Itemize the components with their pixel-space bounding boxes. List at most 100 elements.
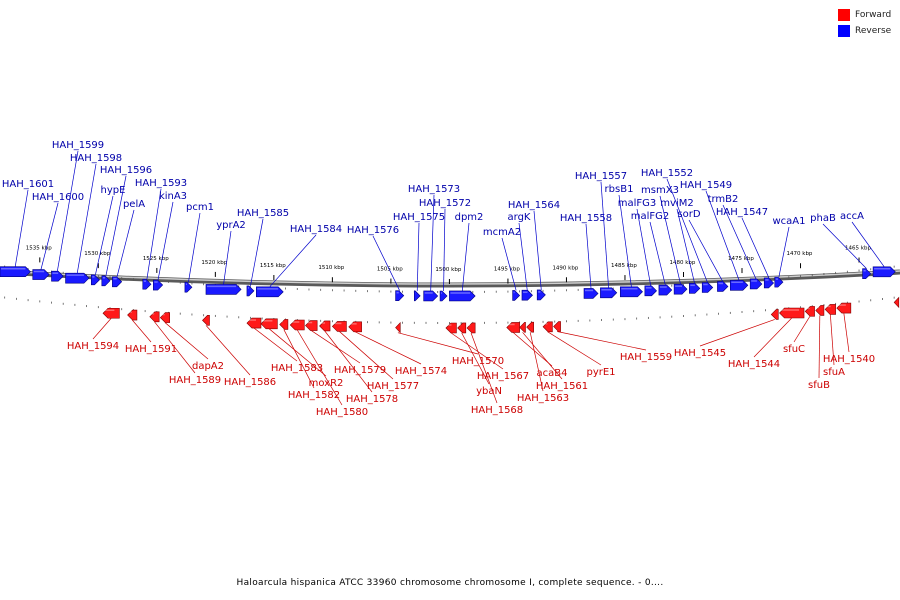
- forward-gene-hah-1563[interactable]: [526, 321, 534, 333]
- reverse-gene-hah-1575[interactable]: [414, 290, 421, 302]
- reverse-gene-hah-1576[interactable]: [395, 290, 405, 301]
- gene-label-leader: [355, 331, 422, 365]
- reverse-gene-rbsb1[interactable]: [619, 286, 643, 298]
- reverse-gene-hah-1573[interactable]: [423, 290, 439, 302]
- gene-label-leader: [753, 317, 792, 358]
- reverse-gene-mvim2[interactable]: [689, 283, 701, 294]
- forward-gene-hah-1586[interactable]: [202, 315, 210, 326]
- reverse-swatch-icon: [838, 25, 850, 37]
- gene-label-hah-1572: HAH_1572: [419, 198, 471, 209]
- reverse-gene-ypra2[interactable]: [205, 284, 242, 295]
- reverse-gene-hah-1596[interactable]: [101, 275, 111, 287]
- reverse-gene-hah-1598[interactable]: [65, 272, 90, 284]
- forward-gene-pyre1[interactable]: [542, 321, 553, 333]
- reverse-gene-malfg2[interactable]: [658, 284, 673, 296]
- reverse-gene-phab[interactable]: [862, 268, 872, 280]
- reverse-gene-hah-1572[interactable]: [439, 290, 448, 302]
- forward-gene-hah-1579[interactable]: [305, 320, 318, 331]
- gene-label-msmx3: msmX3: [641, 185, 679, 196]
- reverse-gene-hah-1600[interactable]: [32, 269, 50, 280]
- forward-gene-hah-1594[interactable]: [102, 307, 120, 319]
- reverse-gene-wcaa1[interactable]: [774, 276, 784, 288]
- reverse-gene-acca[interactable]: [872, 266, 896, 278]
- legend-reverse-label: Reverse: [855, 26, 892, 36]
- reverse-gene-hah-1601[interactable]: [0, 266, 31, 278]
- reverse-gene-pela[interactable]: [112, 276, 123, 288]
- gene-label-hah-1601: HAH_1601: [2, 179, 54, 190]
- gene-label-leader: [518, 222, 528, 291]
- forward-gene-acab4[interactable]: [506, 322, 520, 333]
- gene-label-leader: [450, 332, 504, 370]
- forward-gene-sfub[interactable]: [815, 305, 825, 316]
- reverse-gene-hah-1547[interactable]: [763, 277, 775, 289]
- gene-label-leader: [793, 316, 811, 343]
- forward-gene-moxr2[interactable]: [260, 318, 278, 330]
- gene-label-hah-1559: HAH_1559: [620, 352, 672, 363]
- reverse-gene-sord[interactable]: [717, 281, 729, 292]
- gene-label-leader: [430, 194, 435, 291]
- gene-label-hah-1575: HAH_1575: [393, 212, 445, 223]
- gene-label-leader: [501, 237, 517, 291]
- forward-gene-hah-1561[interactable]: [519, 322, 526, 333]
- reverse-gene-mcma2[interactable]: [512, 290, 521, 301]
- forward-gene-hah-1580[interactable]: [289, 319, 305, 331]
- figure-caption: Haloarcula hispanica ATCC 33960 chromoso…: [236, 578, 664, 588]
- forward-gene-hah-1540[interactable]: [836, 302, 852, 314]
- forward-gene-hah-1545[interactable]: [770, 309, 779, 320]
- forward-gene-hah-1578[interactable]: [319, 320, 331, 332]
- reverse-gene-dpm2[interactable]: [449, 290, 476, 302]
- reverse-gene-hah-1593[interactable]: [142, 278, 152, 290]
- gene-label-pyre1: pyrE1: [586, 367, 615, 378]
- gene-label-hah-1573: HAH_1573: [408, 184, 460, 195]
- gene-label-leader: [14, 189, 29, 267]
- forward-gene-hah-1589[interactable]: [149, 311, 160, 323]
- reverse-gene-hah-1557[interactable]: [600, 287, 618, 299]
- gene-label-leader: [533, 210, 542, 290]
- reverse-gene-argk[interactable]: [521, 289, 533, 301]
- reverse-gene-hah-1599[interactable]: [51, 270, 64, 282]
- forward-gene-hah-1577[interactable]: [331, 321, 347, 332]
- reverse-gene-msmx3[interactable]: [673, 283, 688, 295]
- forward-gene-hah-1582[interactable]: [279, 319, 289, 330]
- reverse-strand-track: HAH_1601 HAH_1600 HAH_1599 HAH_1598 hypE HAH_…: [0, 140, 896, 302]
- gene-label-ypra2: yprA2: [216, 220, 246, 231]
- forward-gene-hah-1567[interactable]: [445, 322, 457, 334]
- reverse-gene-pcm1[interactable]: [184, 281, 193, 293]
- forward-gene-hah-1559[interactable]: [553, 321, 561, 332]
- forward-gene-hah-1570[interactable]: [395, 321, 401, 334]
- gene-label-hah-1552: HAH_1552: [641, 168, 693, 179]
- forward-gene-dapa2[interactable]: [159, 312, 171, 323]
- gene-label-leader: [585, 223, 592, 289]
- reverse-gene-hah-1584[interactable]: [256, 286, 284, 298]
- forward-gene-sfua[interactable]: [824, 304, 836, 315]
- reverse-gene-hah-1564[interactable]: [536, 289, 546, 301]
- gene-label-leader: [443, 208, 446, 292]
- chromosome-backbone-highlight: [0, 270, 900, 285]
- gene-label-leader: [131, 319, 152, 343]
- gene-label-hah-1549: HAH_1549: [680, 180, 732, 191]
- gene-label-leader: [339, 331, 394, 380]
- gene-label-leader: [116, 209, 135, 277]
- gene-label-leader: [529, 332, 544, 392]
- forward-gene-unnamed[interactable]: [893, 296, 900, 309]
- gene-label-leader: [778, 226, 790, 278]
- forward-gene-hah-1568[interactable]: [466, 322, 476, 334]
- gene-label-hah-1596: HAH_1596: [100, 165, 152, 176]
- reverse-gene-hah-1558[interactable]: [583, 288, 599, 299]
- forward-gene-hah-1574[interactable]: [348, 321, 362, 333]
- forward-gene-yban[interactable]: [457, 322, 467, 334]
- gene-label-hah-1568: HAH_1568: [471, 405, 523, 416]
- reverse-gene-hah-1549[interactable]: [729, 279, 749, 291]
- forward-gene-hah-1591[interactable]: [127, 309, 138, 321]
- reverse-gene-hah-1585[interactable]: [246, 285, 255, 297]
- reverse-gene-hype[interactable]: [90, 274, 100, 286]
- forward-gene-hah-1583[interactable]: [246, 317, 262, 329]
- reverse-gene-kina3[interactable]: [153, 279, 164, 291]
- gene-label-leader: [296, 329, 343, 406]
- forward-gene-sfuc[interactable]: [804, 306, 815, 317]
- forward-gene-hah-1544[interactable]: [779, 307, 805, 319]
- gene-label-hah-1561: HAH_1561: [536, 381, 588, 392]
- gene-label-hah-1574: HAH_1574: [395, 366, 447, 377]
- reverse-gene-hah-1552[interactable]: [701, 282, 714, 293]
